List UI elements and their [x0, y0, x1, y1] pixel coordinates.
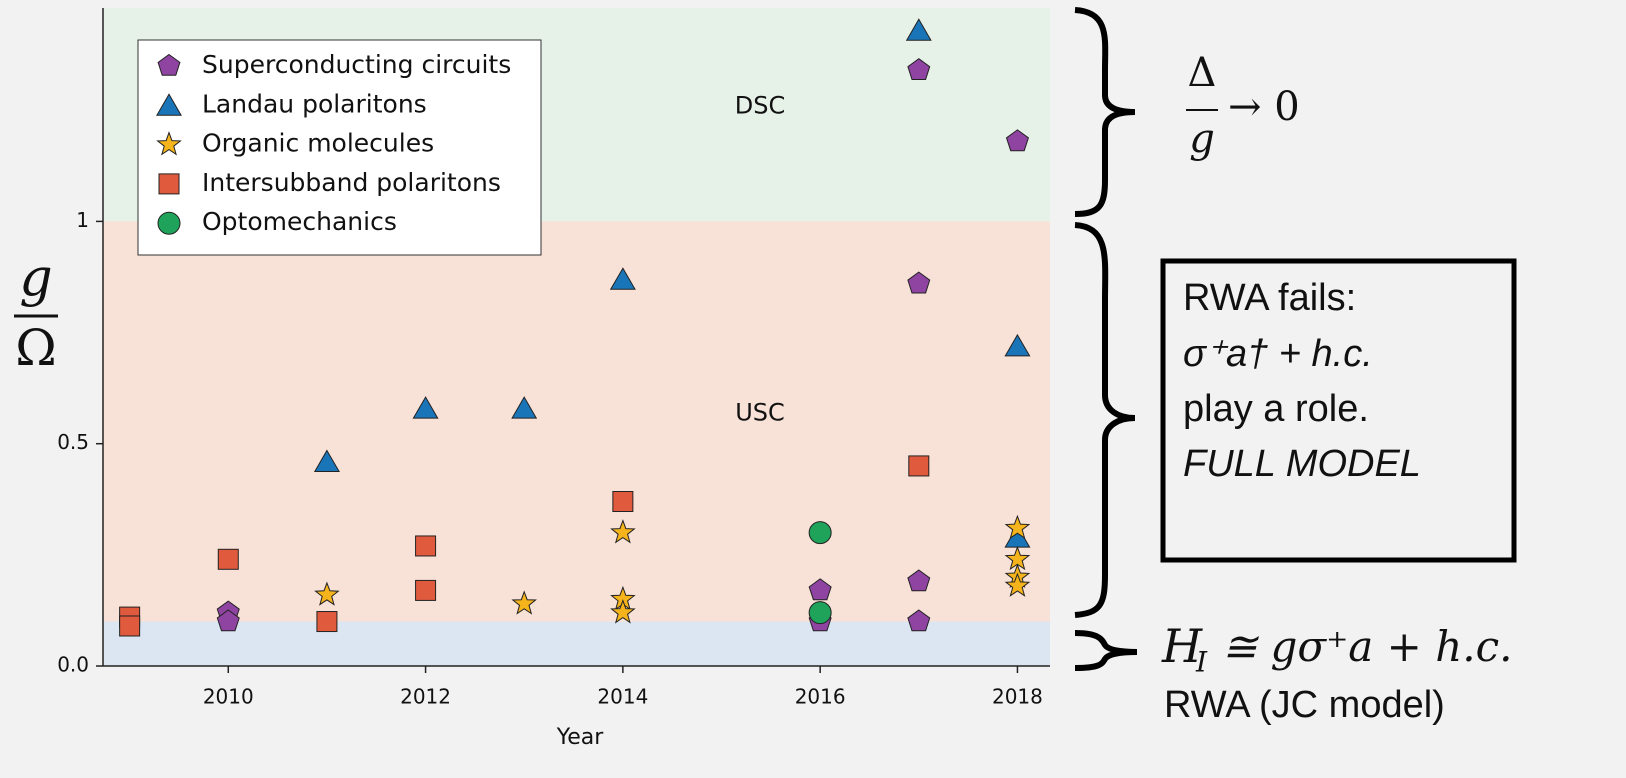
- annotation-box: [1160, 258, 1517, 563]
- marker: [808, 601, 832, 625]
- annotation: g: [1189, 116, 1215, 162]
- x-tick-label: 2012: [400, 685, 451, 709]
- y-tick-label: 0.0: [57, 653, 89, 677]
- y-axis-label: Ω: [15, 319, 56, 377]
- region-label: USC: [735, 398, 785, 426]
- annotation: → 0: [1228, 84, 1300, 130]
- legend-label: Intersubband polaritons: [202, 168, 501, 197]
- marker: [1004, 572, 1031, 597]
- marker: [1004, 333, 1031, 357]
- marker: [157, 53, 181, 76]
- marker: [415, 579, 437, 601]
- marker: [905, 18, 932, 41]
- x-tick-label: 2016: [795, 685, 846, 709]
- annotation: RWA (JC model): [1164, 684, 1445, 726]
- marker: [1005, 129, 1029, 152]
- marker: [157, 211, 181, 235]
- annotation: H: [1161, 619, 1203, 673]
- y-tick-label: 0.5: [57, 430, 89, 454]
- marker: [907, 58, 931, 80]
- x-tick-label: 2014: [597, 685, 648, 709]
- marker: [908, 455, 930, 477]
- marker: [511, 396, 538, 419]
- marker: [808, 578, 832, 601]
- marker: [158, 173, 180, 195]
- annotation: FULL MODEL: [1183, 443, 1421, 485]
- legend-label: Organic molecules: [202, 129, 434, 158]
- region-label: DSC: [735, 92, 785, 120]
- marker: [808, 521, 832, 545]
- x-tick-label: 2018: [992, 685, 1043, 709]
- marker: [907, 609, 931, 632]
- legend-label: Superconducting circuits: [202, 50, 511, 79]
- brace: [1074, 7, 1136, 217]
- marker: [216, 609, 240, 632]
- marker: [316, 611, 338, 633]
- y-tick-label: 1: [76, 208, 89, 232]
- x-tick-label: 2010: [203, 685, 254, 709]
- annotation: σ⁺a† + h.c.: [1183, 333, 1373, 375]
- marker: [610, 519, 636, 544]
- plot-area: DSC USC 0.0 0.5 1 2010 2012 2014 2016 2018 Superco…: [57, 8, 1050, 709]
- annotation: play a role.: [1183, 388, 1369, 430]
- marker: [217, 548, 239, 570]
- marker: [119, 615, 141, 637]
- marker: [156, 131, 182, 156]
- brace: [1074, 630, 1138, 671]
- annotation: I: [1195, 646, 1208, 679]
- annotation: Δ: [1188, 50, 1217, 96]
- legend-label: Landau polaritons: [202, 89, 427, 118]
- marker: [511, 590, 537, 615]
- marker: [610, 599, 636, 624]
- marker: [412, 396, 439, 419]
- brace: [1074, 222, 1136, 618]
- marker: [612, 491, 634, 512]
- marker: [313, 449, 340, 472]
- marker: [415, 535, 437, 557]
- marker: [156, 93, 182, 116]
- marker: [1004, 514, 1031, 540]
- marker: [907, 271, 931, 294]
- legend: Superconducting circuits Landau polariton…: [137, 39, 542, 256]
- legend-box: [137, 39, 542, 256]
- legend-label: Optomechanics: [202, 207, 397, 236]
- annotation: RWA fails:: [1183, 277, 1356, 319]
- x-axis-label: Year: [556, 725, 605, 750]
- region: [103, 221, 1050, 622]
- marker: [314, 581, 340, 606]
- y-axis-label: g: [19, 249, 52, 309]
- region: [103, 621, 1050, 666]
- marker: [907, 569, 931, 592]
- annotation: ≅ gσ⁺a + h.c.: [1222, 622, 1512, 671]
- marker: [609, 267, 636, 290]
